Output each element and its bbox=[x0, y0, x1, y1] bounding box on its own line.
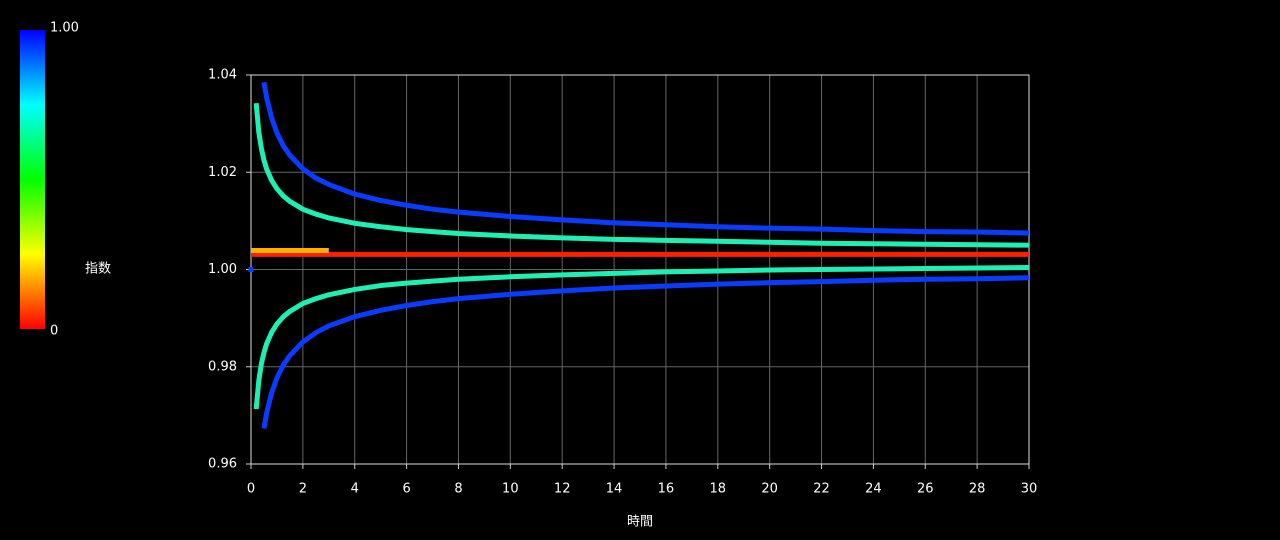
y-tick-label: 1.04 bbox=[208, 68, 237, 83]
x-tick-label: 26 bbox=[917, 482, 934, 497]
x-tick-label: 24 bbox=[865, 482, 882, 497]
x-tick-label: 0 bbox=[247, 482, 255, 497]
y-tick-label: 0.98 bbox=[208, 359, 237, 374]
x-tick-label: 2 bbox=[299, 482, 307, 497]
y-tick-label: 1.00 bbox=[208, 262, 237, 277]
point bbox=[248, 267, 254, 272]
x-tick-label: 18 bbox=[710, 482, 727, 497]
point-line bbox=[253, 265, 1030, 410]
x-tick-label: 20 bbox=[761, 482, 778, 497]
y-tick-label: 1.02 bbox=[208, 165, 237, 180]
point-line bbox=[253, 102, 1030, 248]
x-axis-label: 時間 bbox=[627, 515, 653, 530]
x-tick-label: 6 bbox=[402, 482, 410, 497]
x-tick-label: 8 bbox=[454, 482, 462, 497]
colorbar-label: 指数 bbox=[85, 262, 111, 277]
colorbar bbox=[20, 30, 45, 329]
x-tick-label: 10 bbox=[502, 482, 519, 497]
x-tick-label: 30 bbox=[1021, 482, 1038, 497]
x-tick-label: 28 bbox=[969, 482, 986, 497]
point-line bbox=[261, 275, 1030, 429]
x-tick-label: 22 bbox=[813, 482, 830, 497]
point-line bbox=[261, 81, 1030, 236]
x-tick-label: 4 bbox=[351, 482, 359, 497]
x-tick-label: 12 bbox=[554, 482, 571, 497]
x-tick-label: 14 bbox=[606, 482, 623, 497]
x-tick-label: 16 bbox=[658, 482, 675, 497]
y-tick-label: 0.96 bbox=[208, 457, 237, 472]
colorbar-tick-label: 0 bbox=[50, 324, 58, 339]
colorbar-tick-label: 1.00 bbox=[50, 21, 79, 36]
